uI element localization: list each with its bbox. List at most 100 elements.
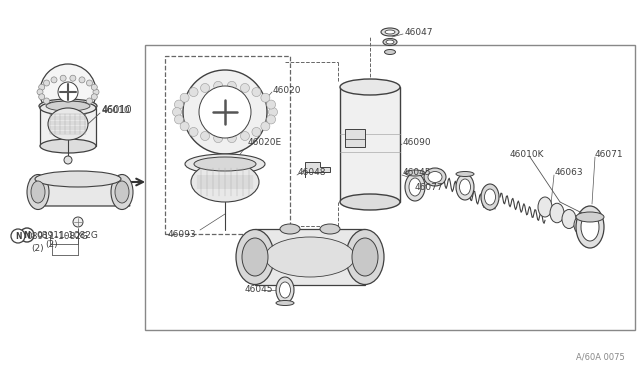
Text: 46093: 46093 [168,230,196,238]
Ellipse shape [236,230,274,285]
Ellipse shape [424,168,446,186]
Ellipse shape [386,40,394,44]
Text: 46045: 46045 [245,285,273,295]
Text: 46047: 46047 [405,28,433,36]
Circle shape [266,100,276,109]
Ellipse shape [383,38,397,45]
Circle shape [189,87,198,97]
Ellipse shape [460,179,470,195]
Ellipse shape [405,173,425,201]
Ellipse shape [320,224,340,234]
Text: 46077: 46077 [415,183,444,192]
Circle shape [214,134,223,142]
Ellipse shape [550,203,564,223]
Ellipse shape [115,181,129,203]
Ellipse shape [31,181,45,203]
Ellipse shape [185,154,265,174]
Circle shape [44,80,49,86]
Circle shape [199,86,251,138]
Circle shape [64,156,72,164]
Ellipse shape [276,277,294,303]
Text: 46020: 46020 [273,86,301,94]
Circle shape [40,64,96,120]
Bar [165,56,290,234]
Text: 46045: 46045 [403,167,431,176]
Circle shape [93,89,99,95]
Ellipse shape [111,174,133,209]
Ellipse shape [385,30,395,34]
Ellipse shape [576,206,604,248]
Ellipse shape [484,189,495,205]
Ellipse shape [576,212,604,222]
Ellipse shape [27,174,49,209]
Circle shape [180,122,189,131]
Circle shape [175,115,184,124]
Bar [345,129,365,147]
Ellipse shape [581,213,599,241]
Circle shape [38,84,45,90]
Ellipse shape [456,174,474,200]
Circle shape [86,98,92,104]
Text: 46010: 46010 [102,106,131,115]
Text: N: N [15,231,21,241]
Circle shape [86,80,92,86]
Circle shape [73,217,83,227]
Ellipse shape [40,139,96,153]
Circle shape [200,132,209,141]
Ellipse shape [381,28,399,36]
Ellipse shape [562,209,576,228]
Ellipse shape [35,171,121,187]
Circle shape [241,132,250,141]
Text: 46020E: 46020E [248,138,282,147]
Ellipse shape [39,99,97,113]
Circle shape [92,94,97,100]
Text: 08911-1082G: 08911-1082G [26,231,88,241]
Text: 46010K: 46010K [510,150,545,158]
Text: 46063: 46063 [555,167,584,176]
Ellipse shape [46,101,90,111]
Circle shape [70,75,76,81]
Circle shape [189,128,198,137]
Circle shape [51,101,57,107]
Ellipse shape [456,171,474,176]
Ellipse shape [428,171,442,183]
Text: N: N [24,231,31,240]
Bar [40,108,96,146]
Ellipse shape [48,108,88,140]
Circle shape [180,93,189,102]
Ellipse shape [586,222,600,240]
Circle shape [60,75,66,81]
Bar [340,87,400,202]
Circle shape [44,98,49,104]
Circle shape [11,229,25,243]
Circle shape [58,82,78,102]
Ellipse shape [276,301,294,305]
Ellipse shape [352,238,378,276]
Circle shape [79,101,85,107]
Circle shape [261,93,270,102]
Circle shape [173,108,182,116]
Ellipse shape [340,79,400,95]
Circle shape [261,122,270,131]
Circle shape [252,87,261,97]
Circle shape [20,228,34,242]
Polygon shape [305,162,330,177]
Circle shape [269,108,278,116]
Text: (2): (2) [32,244,44,253]
Circle shape [60,103,66,109]
Text: 46090: 46090 [403,138,431,147]
Bar [255,229,365,285]
Ellipse shape [194,157,256,171]
Ellipse shape [481,184,499,210]
Ellipse shape [280,224,300,234]
Bar [145,45,635,330]
Text: A/60A 0075: A/60A 0075 [576,353,625,362]
Circle shape [241,83,250,93]
Circle shape [183,70,267,154]
Circle shape [37,89,43,95]
Text: 46010: 46010 [102,105,132,115]
Circle shape [79,77,85,83]
Text: 46048: 46048 [298,167,326,176]
Ellipse shape [405,170,425,176]
Ellipse shape [242,238,268,276]
